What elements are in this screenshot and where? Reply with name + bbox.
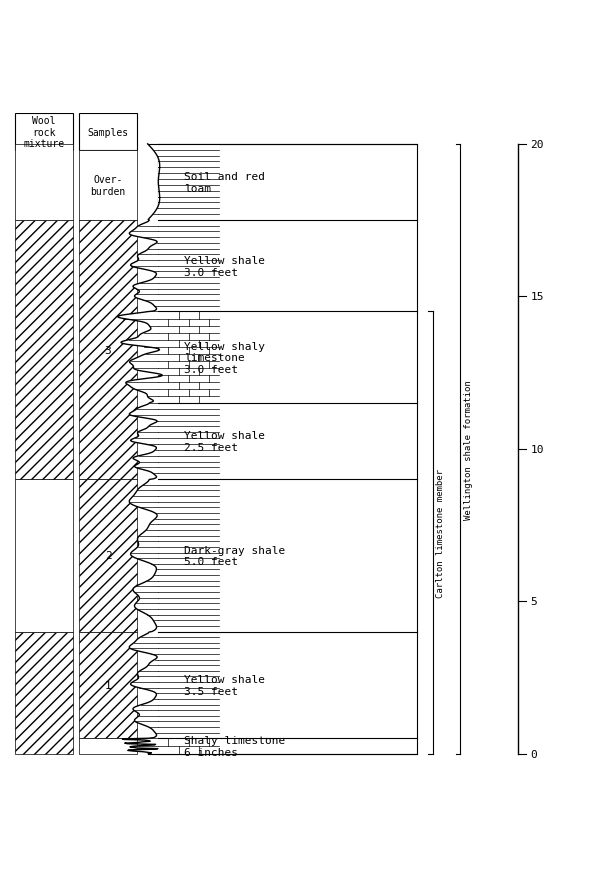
- Bar: [79, 631, 137, 738]
- Text: 20: 20: [530, 139, 544, 150]
- Text: Yellow shaly
limestone
3.0 feet: Yellow shaly limestone 3.0 feet: [184, 341, 265, 374]
- Bar: [79, 114, 137, 151]
- Text: Carlton limestone member: Carlton limestone member: [436, 468, 446, 597]
- Text: 5: 5: [530, 596, 537, 606]
- Bar: [15, 631, 73, 753]
- Text: Yellow shale
3.0 feet: Yellow shale 3.0 feet: [184, 256, 265, 277]
- Text: Shaly limestone
6 inches: Shaly limestone 6 inches: [184, 735, 285, 757]
- Text: 15: 15: [530, 292, 544, 302]
- Polygon shape: [118, 145, 163, 753]
- Text: 0: 0: [530, 749, 537, 759]
- Bar: [158, 145, 417, 753]
- Bar: [79, 738, 137, 753]
- Bar: [79, 151, 137, 221]
- Text: 1: 1: [105, 681, 112, 690]
- Bar: [15, 114, 73, 151]
- Bar: [158, 145, 219, 753]
- Text: Samples: Samples: [87, 127, 129, 138]
- Bar: [15, 145, 73, 221]
- Bar: [79, 221, 137, 480]
- Text: Wool
rock
mixture: Wool rock mixture: [24, 116, 64, 149]
- Text: Over-
burden: Over- burden: [90, 175, 126, 196]
- Text: 3: 3: [105, 346, 112, 355]
- Text: Soil and red
loam: Soil and red loam: [184, 172, 265, 194]
- Text: Yellow shale
2.5 feet: Yellow shale 2.5 feet: [184, 431, 265, 453]
- Text: Dark-gray shale
5.0 feet: Dark-gray shale 5.0 feet: [184, 545, 285, 567]
- Bar: [15, 221, 73, 480]
- Bar: [79, 480, 137, 631]
- Bar: [15, 480, 73, 631]
- Text: Wellington shale formation: Wellington shale formation: [464, 380, 473, 519]
- Text: 2: 2: [105, 551, 112, 560]
- Text: Yellow shale
3.5 feet: Yellow shale 3.5 feet: [184, 674, 265, 696]
- Text: 10: 10: [530, 444, 544, 454]
